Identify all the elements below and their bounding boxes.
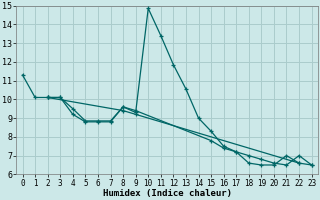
X-axis label: Humidex (Indice chaleur): Humidex (Indice chaleur)	[103, 189, 232, 198]
